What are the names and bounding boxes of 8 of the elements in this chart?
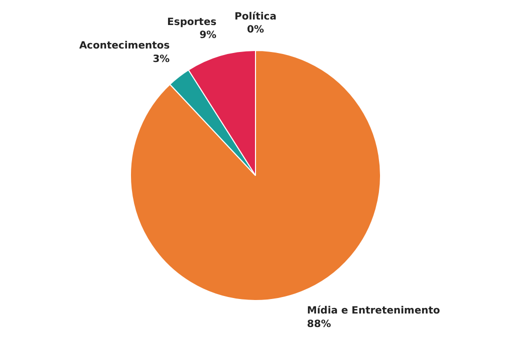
slice-label: Acontecimentos: [79, 40, 170, 52]
data-label: 3%: [152, 54, 170, 65]
data-label: 88%: [307, 318, 331, 330]
slice-label: Esportes: [167, 16, 216, 28]
text: 0%: [247, 24, 264, 36]
slice-label: Mídia e Entretenimento: [307, 306, 440, 317]
data-label: 9%: [199, 30, 216, 42]
category-label: Política: [234, 11, 276, 22]
